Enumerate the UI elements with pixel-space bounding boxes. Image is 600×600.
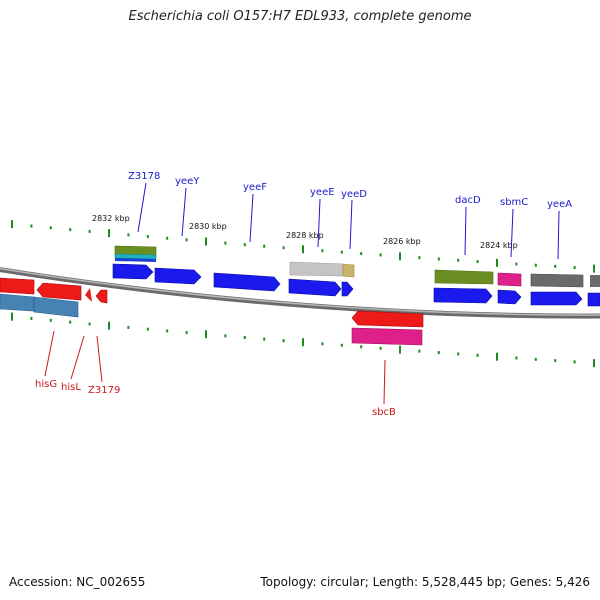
feature-track-upper	[114, 245, 600, 288]
gene-arrow[interactable]	[85, 288, 92, 302]
feature-box	[0, 293, 35, 312]
feature-box	[497, 272, 522, 287]
gene-label-z3178[interactable]: Z3178	[128, 171, 160, 182]
reverse-gene-track	[0, 277, 424, 328]
gene-arrow[interactable]	[112, 263, 154, 280]
gene-label-sbmc[interactable]: sbmC	[500, 197, 528, 208]
feature-box	[342, 263, 355, 278]
forward-leader-lines	[137, 182, 560, 260]
gene-label-dacd[interactable]: dacD	[455, 195, 481, 206]
gene-label-yeea[interactable]: yeeA	[547, 199, 572, 210]
scale-ticks-inner	[11, 312, 595, 368]
feature-box	[289, 261, 344, 277]
accession-text: Accession: NC_002655	[9, 575, 146, 589]
scale-ticks-outer	[11, 220, 595, 273]
gene-arrow[interactable]	[341, 281, 354, 297]
feature-box	[530, 273, 584, 288]
genome-backbone	[0, 267, 600, 319]
gene-arrow[interactable]	[433, 287, 493, 304]
gene-arrow[interactable]	[36, 282, 82, 301]
scale-label: 2830 kbp	[189, 222, 227, 231]
genome-summary-text: Topology: circular; Length: 5,528,445 bp…	[260, 575, 590, 589]
gene-arrow[interactable]	[497, 289, 522, 305]
scale-label: 2826 kbp	[383, 237, 421, 246]
gene-label-yeed[interactable]: yeeD	[341, 189, 367, 200]
feature-track-lower	[0, 293, 423, 346]
gene-label-z3179[interactable]: Z3179	[88, 385, 120, 396]
gene-label-yeey[interactable]: yeeY	[175, 176, 200, 187]
reverse-leader-lines	[44, 330, 386, 405]
gene-label-yeef[interactable]: yeeF	[243, 182, 267, 193]
gene-label-hisg[interactable]: hisG	[35, 379, 57, 390]
gene-arrow[interactable]	[351, 310, 424, 328]
scale-label: 2832 kbp	[92, 214, 130, 223]
gene-label-yeee[interactable]: yeeE	[310, 187, 335, 198]
gene-arrow[interactable]	[530, 291, 583, 306]
feature-box	[114, 245, 157, 256]
gene-arrow[interactable]	[95, 289, 108, 304]
scale-label: 2824 kbp	[480, 241, 518, 250]
feature-box	[590, 275, 600, 287]
gene-arrow[interactable]	[154, 267, 202, 285]
gene-arrow[interactable]	[0, 277, 35, 295]
forward-gene-track	[112, 263, 600, 307]
feature-box	[434, 269, 494, 285]
gene-arrow[interactable]	[213, 272, 281, 292]
gene-arrow[interactable]	[587, 292, 600, 307]
genome-backbone-highlight	[0, 267, 600, 316]
map-title: Escherichia coli O157:H7 EDL933, complet…	[128, 9, 472, 24]
feature-box	[115, 258, 156, 262]
scale-label: 2828 kbp	[286, 231, 324, 240]
feature-box	[33, 296, 79, 318]
gene-label-hisl[interactable]: hisL	[61, 382, 81, 393]
gene-label-sbcb[interactable]: sbcB	[372, 407, 396, 418]
gene-arrow[interactable]	[288, 278, 342, 297]
feature-box	[351, 327, 423, 346]
